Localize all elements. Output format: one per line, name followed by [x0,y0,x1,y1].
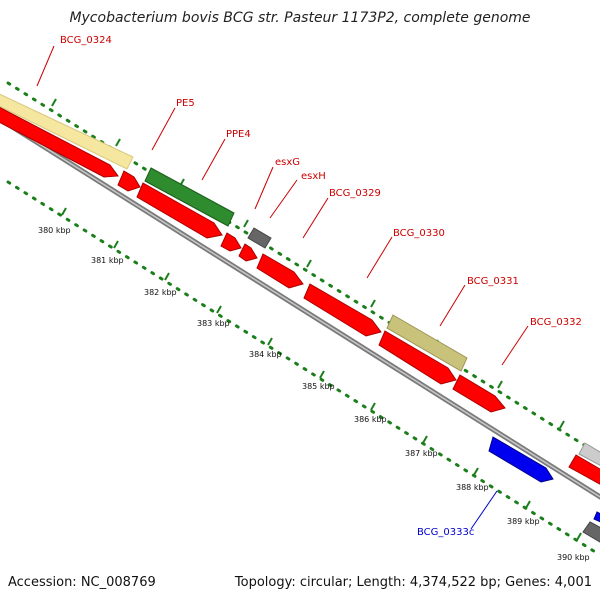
gene-label-pe5[interactable]: PE5 [176,98,195,109]
feature-esxg[interactable] [247,227,272,249]
tick-label-383: 383 kbp [197,319,230,328]
cds-ppe4[interactable] [136,182,223,239]
tick-label-384: 384 kbp [249,350,282,359]
tick-label-388: 388 kbp [456,483,489,492]
feature-edge-reverse-blue[interactable] [593,511,600,524]
cds-bcg0332[interactable] [452,374,506,413]
gene-label-bcg0324[interactable]: BCG_0324 [60,35,112,46]
inner-major-ticks [61,207,582,541]
feature-bcg0331[interactable] [386,314,468,372]
inner-tick-track [6,180,600,557]
tick-label-382: 382 kbp [144,288,177,297]
cds-esxh[interactable] [238,243,258,262]
topology-text: Topology: circular; Length: 4,374,522 bp… [234,575,592,590]
tick-label-387: 387 kbp [405,449,438,458]
gene-label-bcg0330[interactable]: BCG_0330 [393,228,445,239]
gene-label-bcg0331[interactable]: BCG_0331 [467,276,519,287]
cds-track [0,105,600,487]
tick-label-380: 380 kbp [38,226,71,235]
label-leaders [36,45,529,530]
gene-label-bcg0329[interactable]: BCG_0329 [329,188,381,199]
cds-bcg0329[interactable] [256,253,304,289]
tick-label-390: 390 kbp [557,553,590,562]
cds-edge[interactable] [568,454,600,487]
gene-label-bcg0333c[interactable]: BCG_0333c [417,527,474,538]
cds-bcg0324[interactable] [0,105,119,178]
cds-bcg0331[interactable] [378,330,457,385]
feature-bcg0324[interactable] [0,92,134,170]
gene-label-esxg[interactable]: esxG [275,157,300,168]
tick-label-389: 389 kbp [507,517,540,526]
feature-edge-grey[interactable] [578,442,600,468]
cds-bcg0333c[interactable] [488,436,554,483]
cds-esxg[interactable] [220,232,242,252]
gene-label-bcg0332[interactable]: BCG_0332 [530,317,582,328]
tick-label-386: 386 kbp [354,415,387,424]
tick-label-385: 385 kbp [302,382,335,391]
cds-bcg0330[interactable] [303,283,382,337]
outer-major-ticks [51,98,565,429]
gene-label-esxh[interactable]: esxH [301,171,326,182]
scale-labels: 380 kbp 381 kbp 382 kbp 383 kbp 384 kbp … [38,226,590,562]
tick-label-381: 381 kbp [91,256,124,265]
map-title: Mycobacterium bovis BCG str. Pasteur 117… [69,10,530,26]
cds-pe5[interactable] [117,170,141,192]
accession-text: Accession: NC_008769 [8,575,156,590]
gene-label-ppe4[interactable]: PPE4 [226,129,251,140]
gene-labels: BCG_0324 PE5 PPE4 esxG esxH BCG_0329 BCG… [60,35,582,538]
feature-ppe4[interactable] [144,167,235,227]
feature-edge-reverse-grey[interactable] [582,521,600,545]
outer-tick-track [6,81,600,457]
